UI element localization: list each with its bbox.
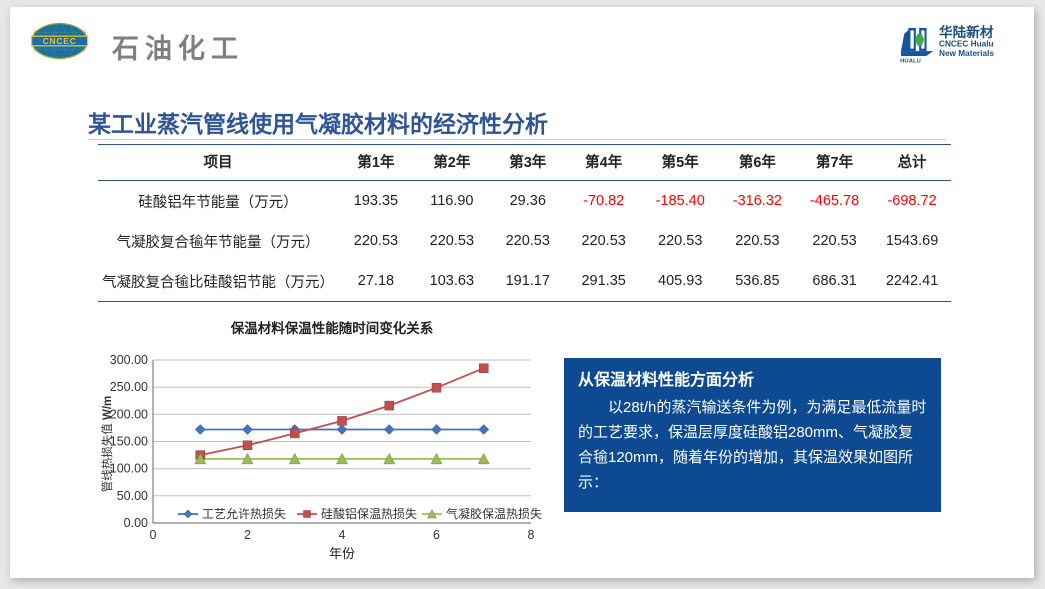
svg-text:6: 6 <box>433 528 440 542</box>
svg-text:8: 8 <box>528 528 535 542</box>
svg-text:工艺允许热损失: 工艺允许热损失 <box>202 506 286 521</box>
svg-text:CNCEC Hualu: CNCEC Hualu <box>939 40 994 49</box>
svg-text:100.00: 100.00 <box>110 462 148 476</box>
svg-text:华陆新材: 华陆新材 <box>939 24 994 40</box>
svg-text:2: 2 <box>244 528 251 542</box>
svg-text:HUALU: HUALU <box>900 59 921 65</box>
svg-text:硅酸铝保温热损失: 硅酸铝保温热损失 <box>321 506 417 521</box>
svg-text:New Materials: New Materials <box>939 49 994 58</box>
svg-text:CNCEC: CNCEC <box>43 36 77 46</box>
svg-text:0.00: 0.00 <box>124 516 148 530</box>
svg-text:年份: 年份 <box>329 546 355 561</box>
svg-text:200.00: 200.00 <box>110 407 148 421</box>
svg-text:保温材料保温性能随时间变化关系: 保温材料保温性能随时间变化关系 <box>230 320 434 336</box>
svg-text:300.00: 300.00 <box>110 353 148 367</box>
svg-text:4: 4 <box>339 528 346 542</box>
svg-text:管线热损失值 W/m: 管线热损失值 W/m <box>100 396 114 492</box>
svg-text:150.00: 150.00 <box>110 435 148 449</box>
svg-text:250.00: 250.00 <box>110 380 148 394</box>
svg-text:0: 0 <box>150 528 157 542</box>
svg-text:50.00: 50.00 <box>117 489 148 503</box>
svg-text:气凝胶保温热损失: 气凝胶保温热损失 <box>446 506 542 521</box>
